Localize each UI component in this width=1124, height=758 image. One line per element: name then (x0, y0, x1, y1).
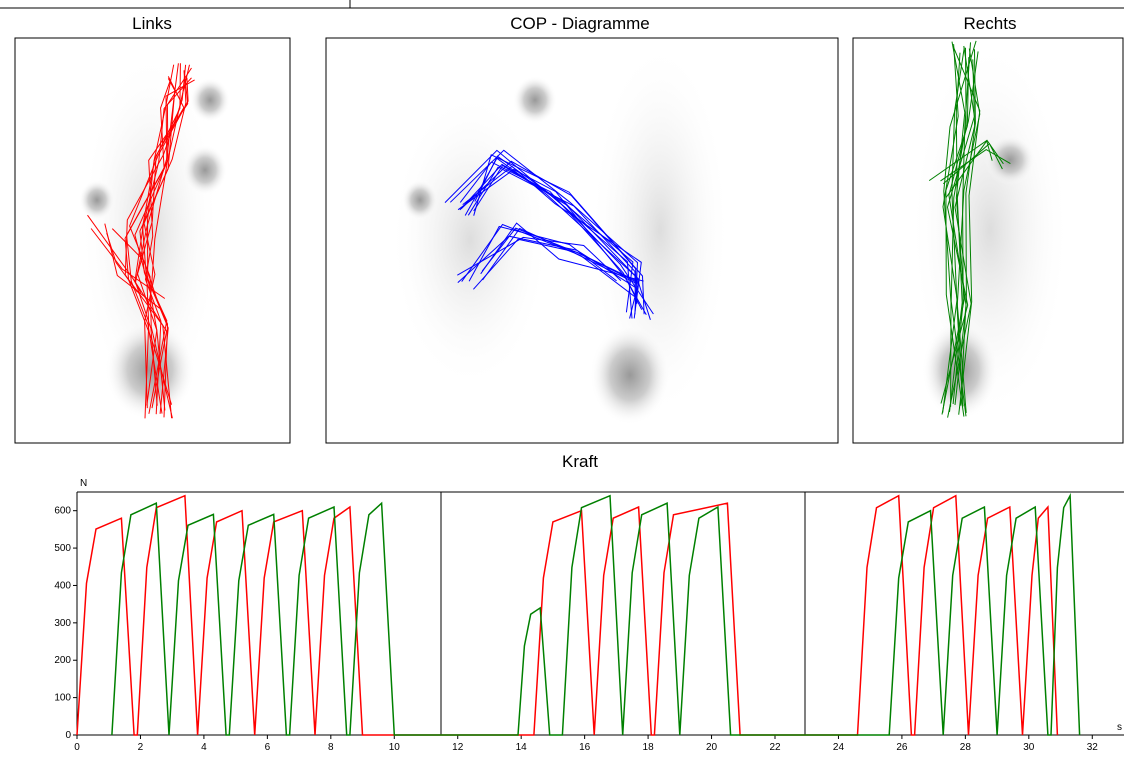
y-axis-label: N (80, 478, 87, 489)
x-tick-label: 16 (579, 742, 591, 753)
y-tick-label: 200 (54, 655, 71, 666)
x-tick-label: 28 (960, 742, 972, 753)
x-tick-label: 14 (516, 742, 528, 753)
y-tick-label: 600 (54, 506, 71, 517)
y-tick-label: 500 (54, 543, 71, 554)
x-tick-label: 8 (328, 742, 334, 753)
x-tick-label: 20 (706, 742, 718, 753)
x-tick-label: 24 (833, 742, 845, 753)
x-tick-label: 32 (1087, 742, 1099, 753)
footprints (79, 40, 1070, 425)
x-tick-label: 18 (643, 742, 655, 753)
y-tick-label: 300 (54, 618, 71, 629)
x-tick-label: 10 (389, 742, 401, 753)
x-tick-label: 4 (201, 742, 207, 753)
screen: Links COP - Diagramme Rechts Kraft N s 0… (0, 0, 1124, 758)
x-tick-label: 6 (265, 742, 271, 753)
panel-title: Rechts (964, 14, 1017, 33)
x-axis-label: s (1117, 722, 1122, 733)
x-tick-label: 0 (74, 742, 80, 753)
page: Links COP - Diagramme Rechts Kraft N s 0… (0, 0, 1124, 758)
y-tick-label: 0 (65, 730, 71, 741)
x-tick-label: 12 (452, 742, 464, 753)
x-tick-label: 2 (138, 742, 144, 753)
panel-title: COP - Diagramme (510, 14, 650, 33)
x-tick-label: 30 (1023, 742, 1035, 753)
y-tick-label: 100 (54, 693, 71, 704)
y-tick-label: 400 (54, 580, 71, 591)
x-tick-label: 22 (769, 742, 781, 753)
x-tick-label: 26 (896, 742, 908, 753)
chart-title: Kraft (562, 452, 598, 471)
panel-title: Links (132, 14, 172, 33)
